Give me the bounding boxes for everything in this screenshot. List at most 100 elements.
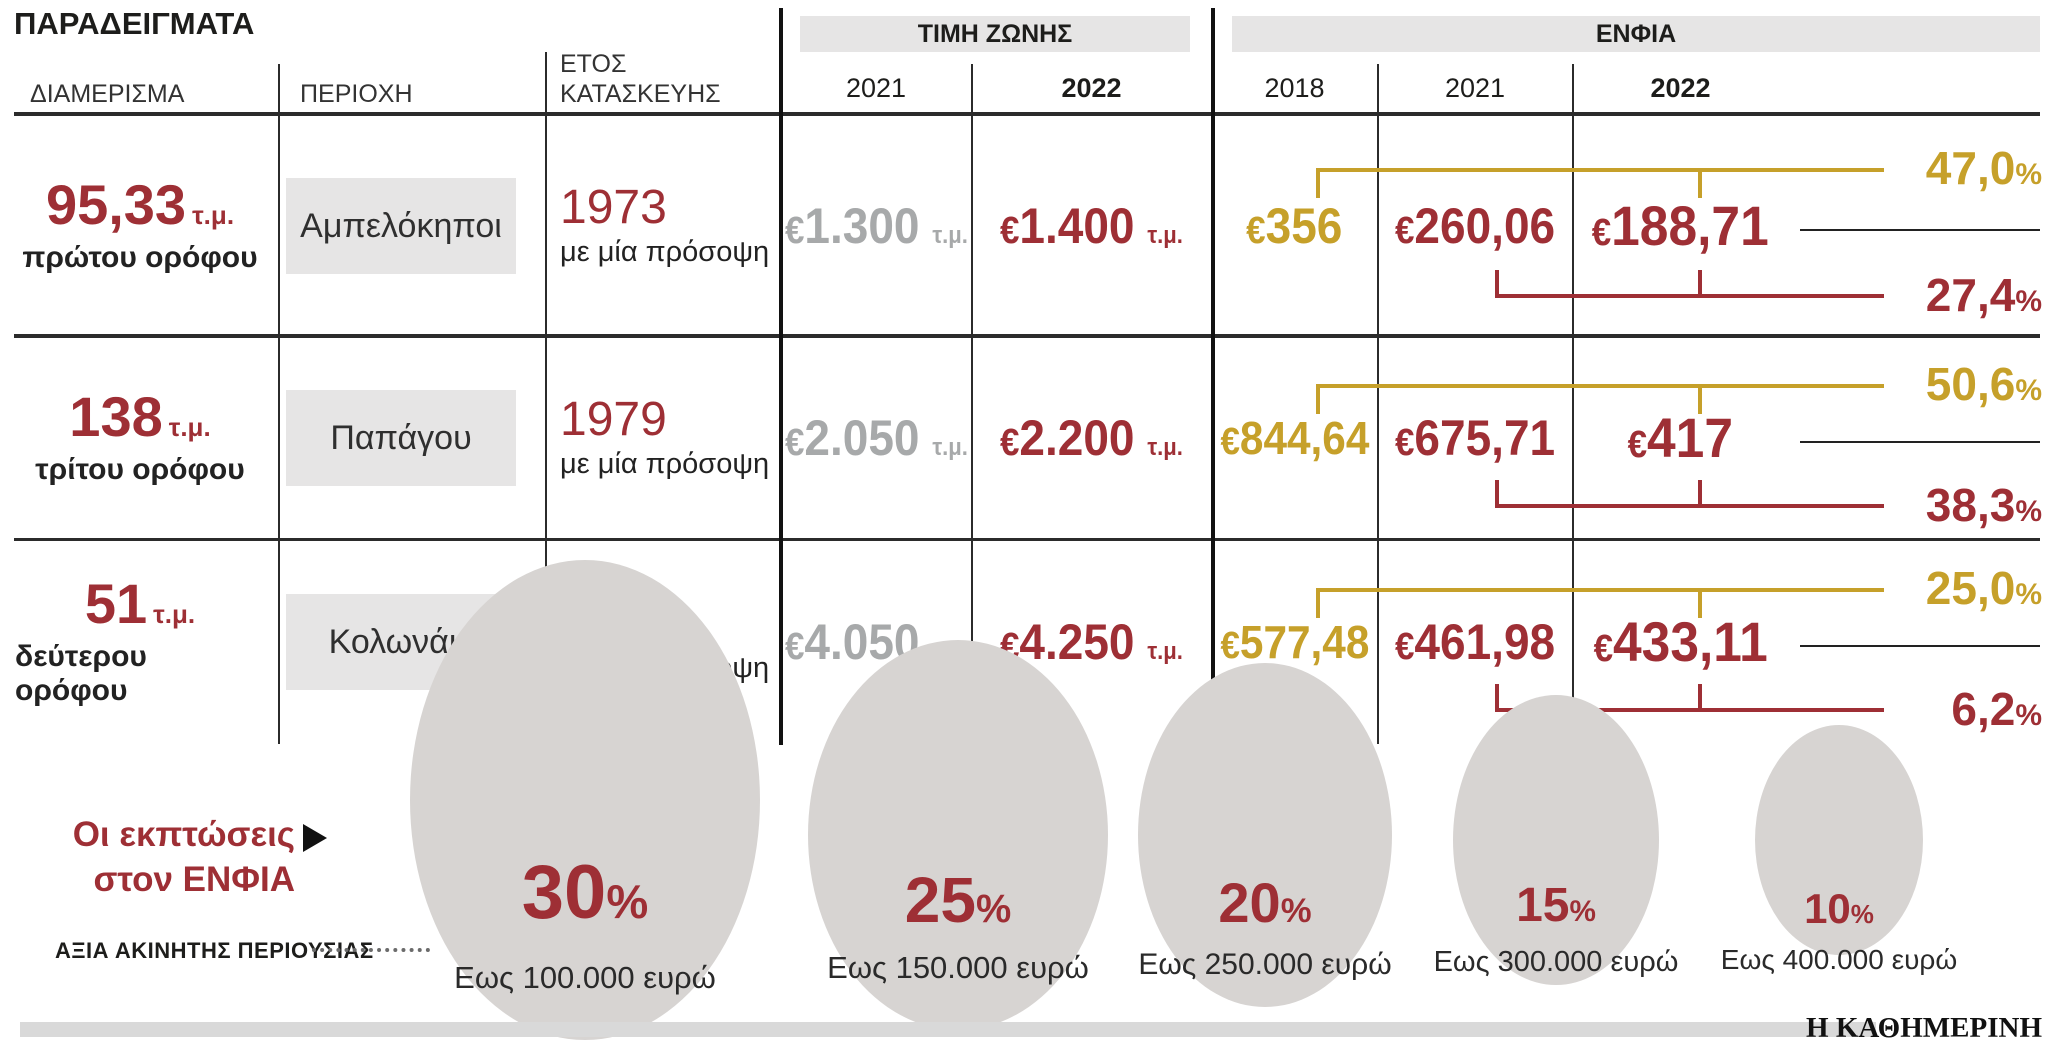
construction-year-note: με μία πρόσοψη [560, 235, 770, 268]
column-header-area: ΠΕΡΙΟΧΗ [300, 80, 413, 108]
apartment-floor: δεύτερου ορόφου [15, 640, 147, 707]
zone-price-2022: 1.400 [1019, 198, 1135, 254]
arrow-right-icon [303, 824, 327, 852]
discount-bubble-15 [1453, 695, 1659, 985]
bracket-2018-2022-line [1316, 588, 1884, 592]
column-header-year-line2: ΚΑΤΑΣΚΕΥΗΣ [560, 80, 721, 108]
drop-2021-2022-value: 38,3 [1925, 479, 2016, 531]
group-header-enfia: ΕΝΦΙΑ [1232, 16, 2040, 52]
drop-2021-2022: 38,3% [1890, 482, 2042, 528]
enfia-2022-cell: €433,11 [1573, 542, 1788, 742]
construction-year: 1979 [560, 392, 667, 446]
drop-2021-2022-value: 6,2 [1951, 683, 2016, 735]
euro-sign: € [1220, 421, 1240, 463]
discounts-heading: Οι εκπτώσεις στον ΕΝΦΙΑ [60, 812, 295, 902]
euro-sign: € [1394, 210, 1415, 252]
bracket-2018-anchor [1316, 384, 1320, 414]
size-value: 95,33 [45, 173, 187, 236]
source-logo: Η ΚΑΘΗΜΕΡΙΝΗ [1806, 1012, 2042, 1044]
sqm-unit: τ.μ. [931, 434, 968, 461]
enfia-year-2018: 2018 [1264, 72, 1325, 103]
bracket-2022-anchor-red [1698, 480, 1702, 508]
bracket-2018-2022-line [1316, 384, 1884, 388]
percent-sign: % [2015, 158, 2042, 191]
sqm-unit: τ.μ. [1147, 222, 1183, 249]
euro-sign: € [784, 422, 804, 464]
zone-price-2022-cell: €2.200 τ.μ. [972, 338, 1211, 538]
percent-sign: % [2015, 374, 2042, 407]
drop-2018-2022-value: 47,0 [1925, 142, 2016, 194]
discount-pct: 20% [1138, 875, 1392, 931]
drop-2018-2022: 25,0% [1890, 565, 2042, 611]
drop-2021-2022: 6,2% [1890, 686, 2042, 732]
euro-sign: € [1394, 422, 1415, 464]
bracket-2022-anchor [1698, 384, 1702, 414]
column-header-apartment: ΔΙΑΜΕΡΙΣΜΑ [30, 80, 185, 108]
enfia-year-2021: 2021 [1444, 72, 1506, 103]
apartment-size-cell: 138 τ.μ. τρίτου ορόφου [15, 338, 265, 538]
enfia-2018-cell: €844,64 [1212, 338, 1377, 538]
column-divider-zone-enfia [1211, 8, 1215, 745]
discount-bubble-30 [410, 560, 760, 1040]
drop-2021-2022: 27,4% [1890, 272, 2042, 318]
percent-sign: % [1569, 895, 1596, 928]
euro-sign: € [1000, 422, 1020, 464]
percent-divider-line [1800, 229, 2040, 231]
percent-sign: % [1280, 892, 1312, 930]
zone-price-2021: 1.300 [803, 198, 920, 254]
column-divider-area-year [545, 52, 547, 744]
percent-sign: % [975, 887, 1012, 931]
sqm-unit: τ.μ. [1147, 434, 1183, 461]
discount-pct: 30% [410, 855, 760, 931]
size-unit: τ.μ. [153, 599, 196, 629]
percent-divider-line [1800, 441, 2040, 443]
discount-threshold: Εως 400.000 ευρώ [1720, 944, 1958, 975]
euro-sign: € [1000, 210, 1020, 252]
discount-threshold: Εως 250.000 ευρώ [1138, 948, 1392, 981]
bracket-2022-anchor [1698, 168, 1702, 198]
enfia-2022: 417 [1647, 406, 1734, 469]
column-divider-enfia-18-21 [1377, 64, 1379, 744]
drop-2018-2022: 50,6% [1890, 361, 2042, 407]
apartment-size: 138 τ.μ. [69, 389, 210, 445]
euro-sign: € [784, 210, 804, 252]
header-divider-line [14, 112, 2040, 116]
euro-sign: € [1627, 424, 1648, 466]
enfia-2021-cell: €675,71 [1378, 338, 1572, 538]
apartment-size-cell: 51 τ.μ. δεύτερου ορόφου [15, 542, 265, 742]
area-name-box: Αμπελόκηποι [286, 178, 516, 274]
enfia-2022: 188,71 [1611, 194, 1770, 257]
discount-threshold: Εως 100.000 ευρώ [454, 960, 716, 995]
bracket-2021-anchor [1495, 270, 1499, 298]
bracket-2018-anchor [1316, 168, 1320, 198]
discount-threshold: Εως 150.000 ευρώ [827, 950, 1089, 985]
percent-sign: % [2015, 285, 2042, 318]
bracket-2022-anchor [1698, 588, 1702, 618]
euro-sign: € [784, 626, 804, 668]
discount-pct: 25% [808, 868, 1108, 932]
column-divider-year-zone [779, 8, 783, 745]
discount-bubble-20 [1138, 663, 1392, 1007]
discount-threshold: Εως 300.000 ευρώ [1433, 946, 1679, 978]
column-divider-enfia-21-22 [1572, 64, 1574, 744]
enfia-2021: 675,71 [1414, 410, 1556, 466]
percent-sign: % [606, 875, 649, 928]
zone-year-2022: 2022 [1061, 72, 1122, 103]
euro-sign: € [1220, 625, 1240, 667]
euro-sign: € [1246, 210, 1266, 252]
euro-sign: € [1591, 212, 1612, 254]
construction-year: 1973 [560, 180, 667, 234]
zone-price-2022-cell: €1.400 τ.μ. [972, 118, 1211, 334]
enfia-2021-cell: €260,06 [1378, 118, 1572, 334]
enfia-2022-cell: €188,71 [1573, 118, 1788, 334]
zone-price-2022: 2.200 [1019, 410, 1135, 466]
enfia-2018-cell: €356 [1212, 118, 1377, 334]
size-value: 138 [69, 385, 163, 448]
drop-2021-2022-value: 27,4 [1925, 269, 2016, 321]
enfia-2018: 844,64 [1239, 412, 1369, 464]
enfia-2022: 433,11 [1612, 610, 1768, 673]
size-value: 51 [84, 572, 148, 635]
bracket-2021-anchor [1495, 480, 1499, 508]
zone-year-2021: 2021 [845, 72, 907, 103]
